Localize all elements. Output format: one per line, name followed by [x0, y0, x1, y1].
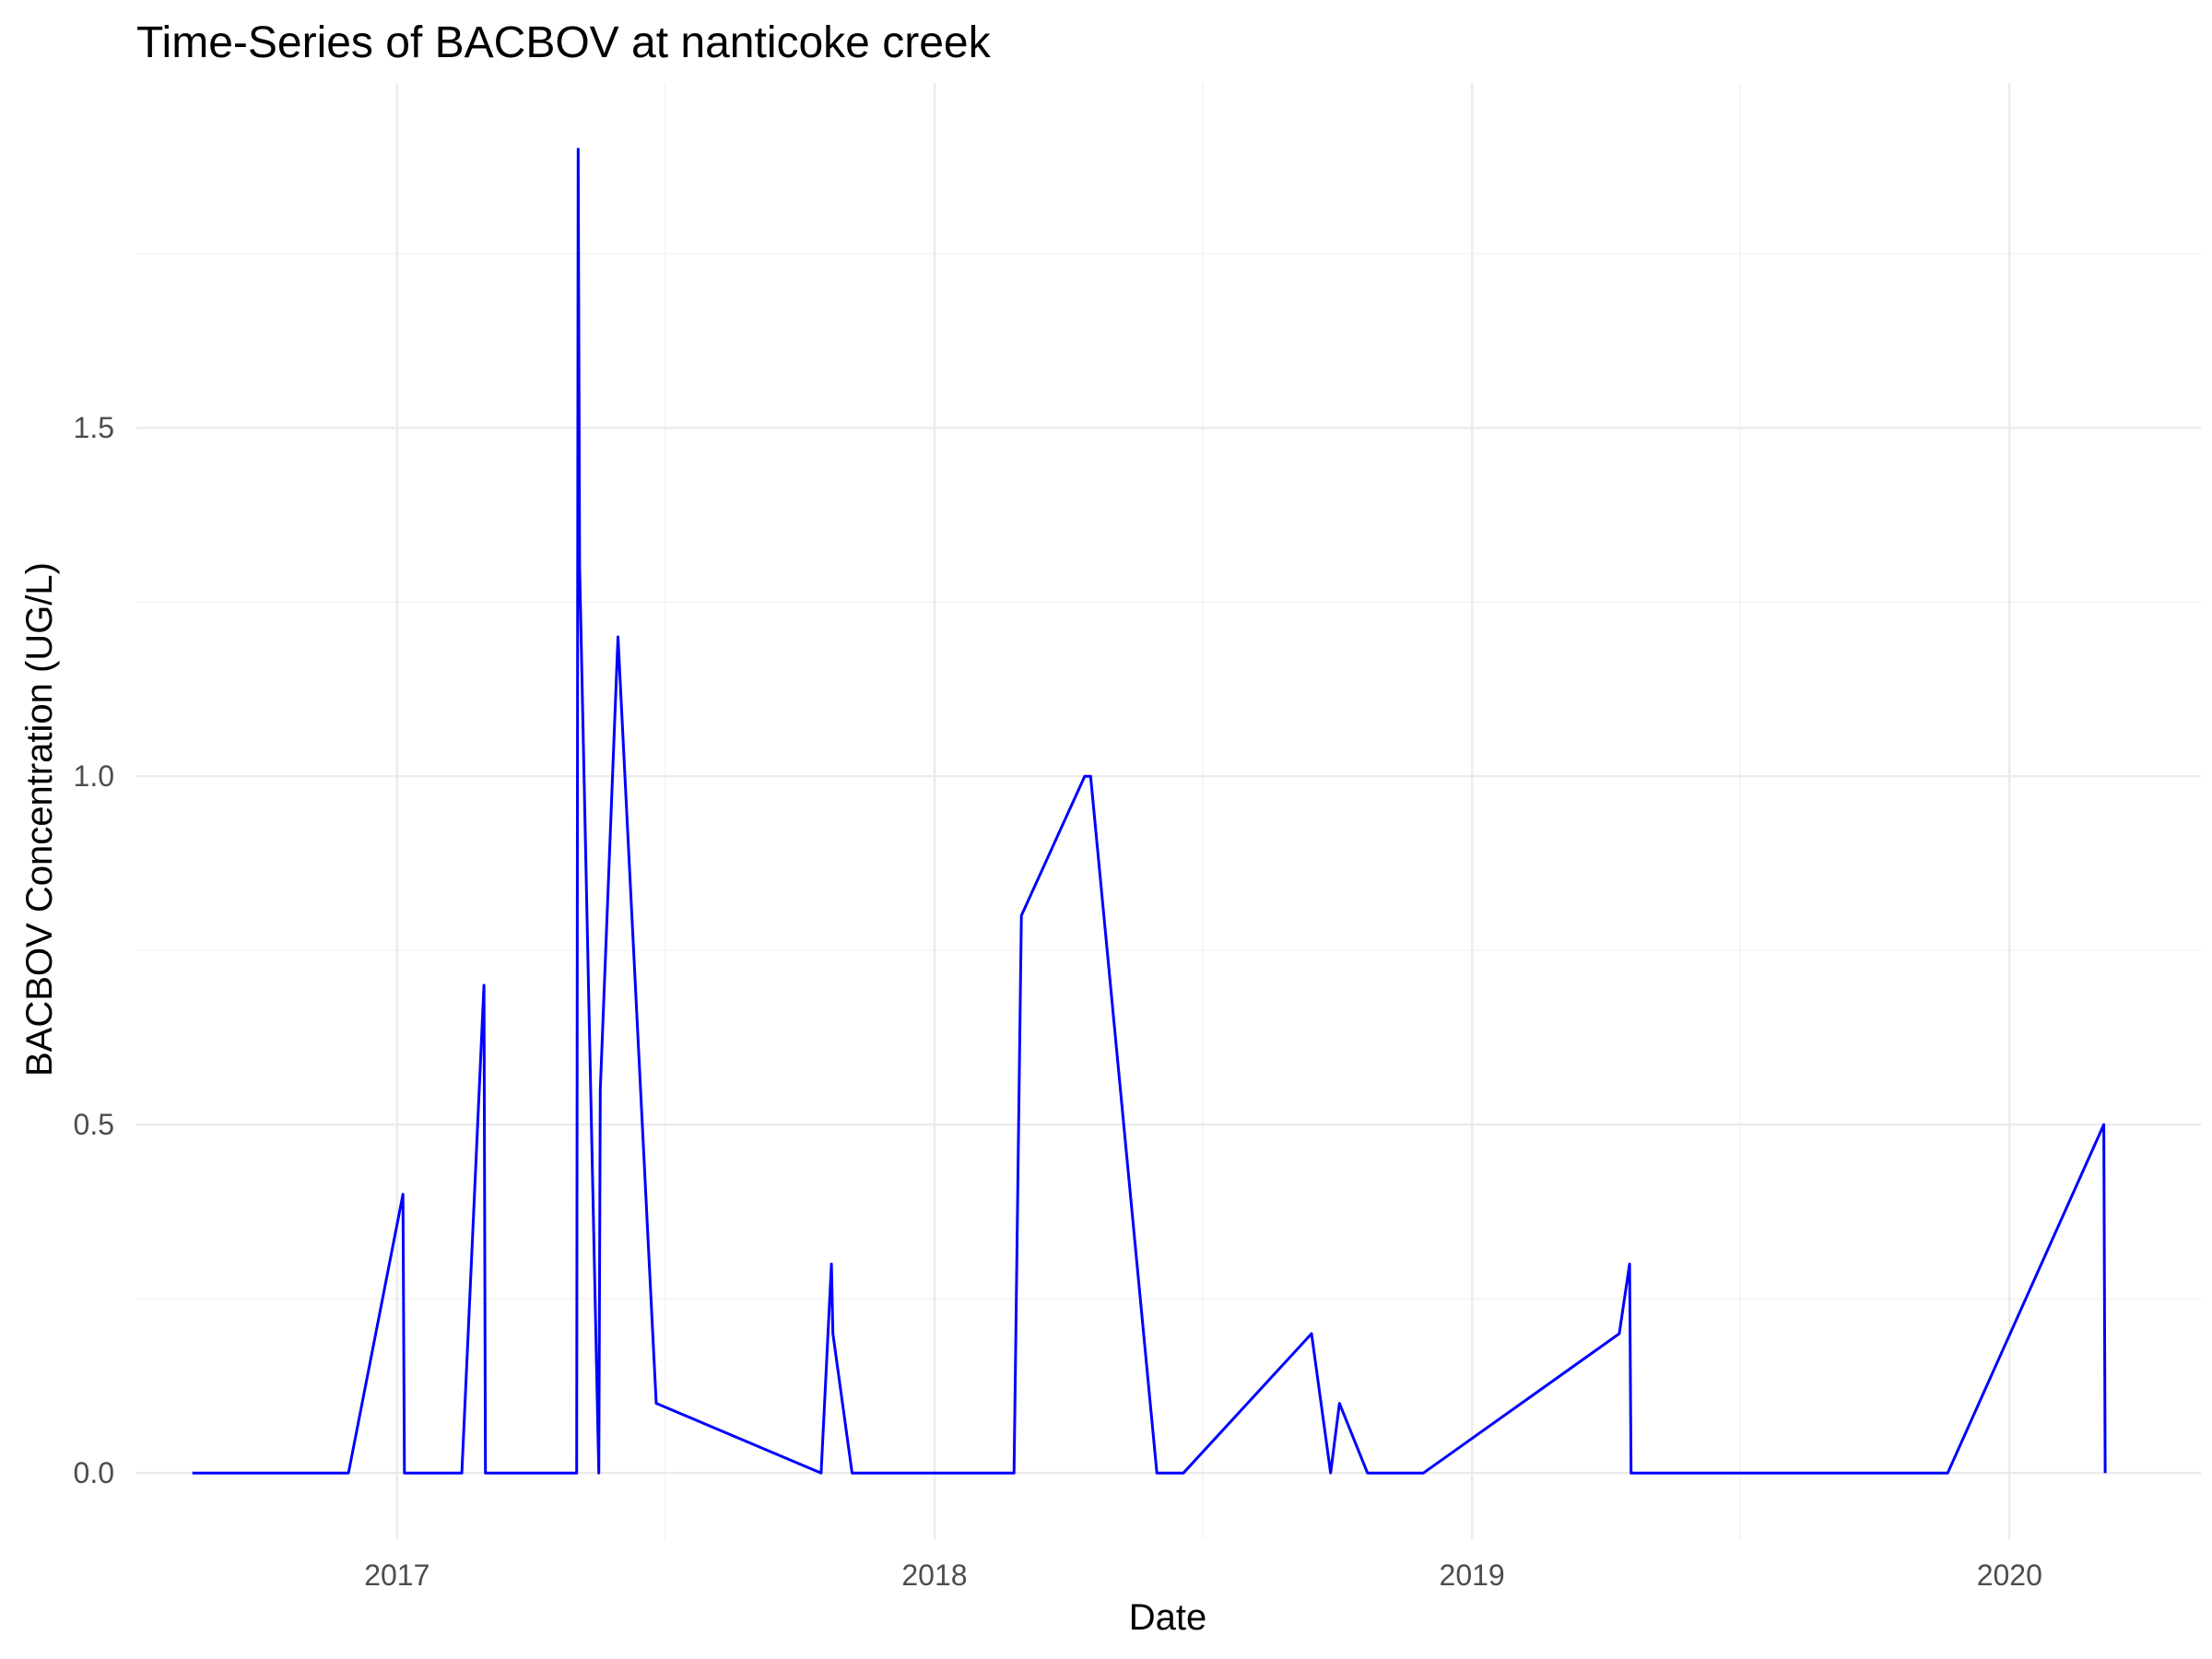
x-tick-label: 2019 — [1440, 1559, 1505, 1592]
y-tick-label: 1.0 — [74, 759, 114, 793]
y-axis-title: BACBOV Concentration (UG/L) — [19, 562, 60, 1077]
x-axis-title: Date — [1129, 1597, 1207, 1638]
y-axis-tick-labels: 0.0 0.5 1.0 1.5 — [74, 411, 114, 1489]
chart-title: Time-Series of BACBOV at nanticoke creek — [136, 18, 992, 67]
major-x-gridlines — [395, 83, 2011, 1539]
minor-y-gridlines — [136, 253, 2201, 1300]
series-layer — [192, 147, 2107, 1475]
y-tick-label: 1.5 — [74, 411, 114, 444]
x-tick-label: 2017 — [364, 1559, 429, 1592]
minor-x-gridlines — [664, 83, 1741, 1539]
series-line — [192, 147, 2107, 1475]
y-tick-label: 0.0 — [74, 1456, 114, 1489]
y-tick-label: 0.5 — [74, 1108, 114, 1141]
x-tick-label: 2020 — [1977, 1559, 2042, 1592]
x-tick-label: 2018 — [901, 1559, 967, 1592]
x-axis-tick-labels: 2017 2018 2019 2020 — [364, 1559, 2042, 1592]
